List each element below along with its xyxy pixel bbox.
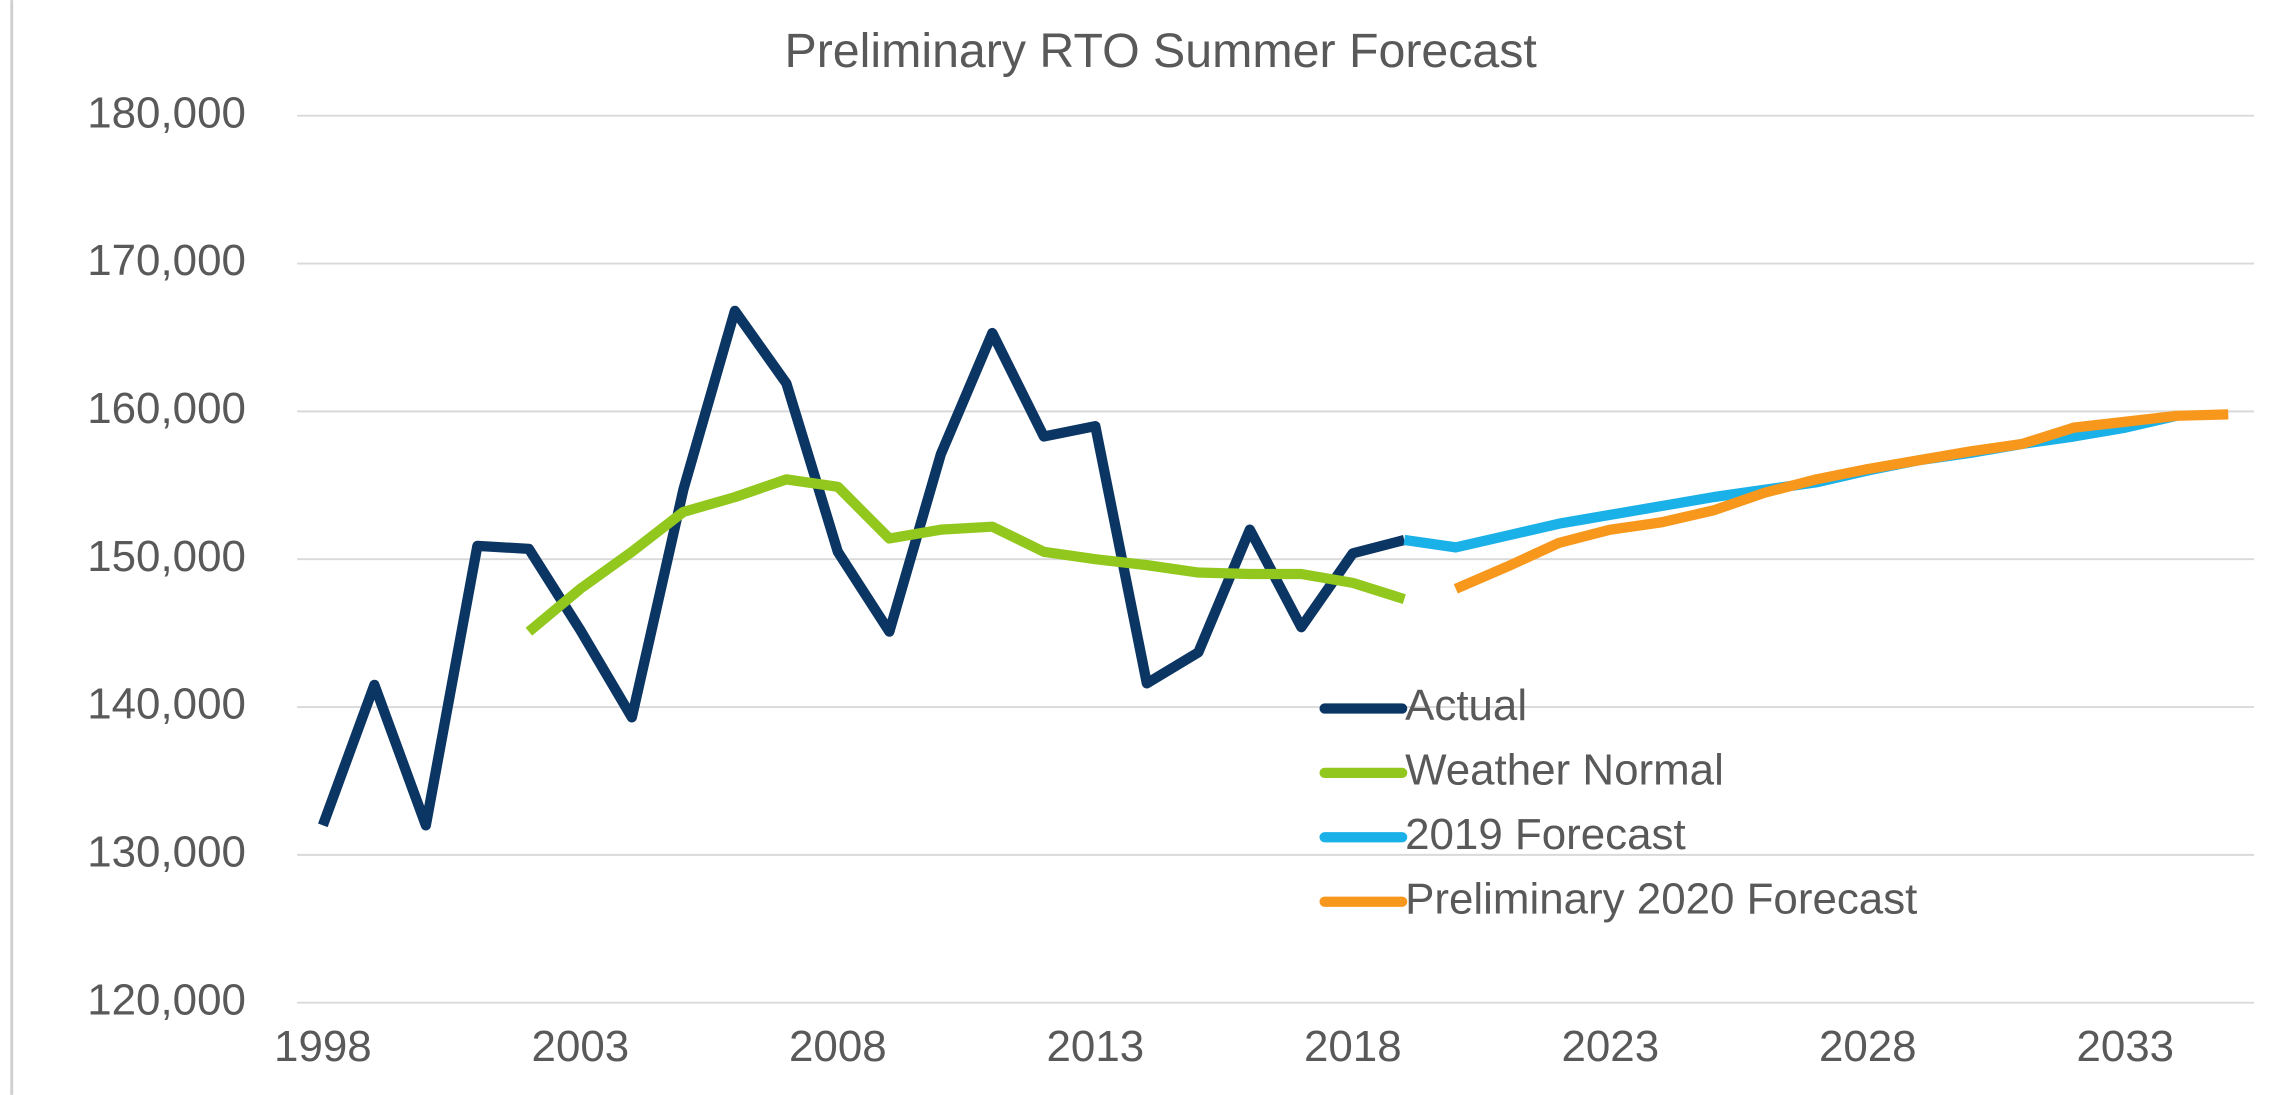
x-tick-label: 2028	[1819, 1022, 1917, 1071]
x-tick-label: 2023	[1561, 1022, 1659, 1071]
series-line	[1453, 409, 2229, 594]
y-tick-label: 160,000	[87, 384, 246, 433]
legend-label: Weather Normal	[1405, 745, 1724, 794]
x-tick-label: 1998	[274, 1022, 372, 1071]
legend-label: 2019 Forecast	[1405, 810, 1686, 859]
series-line	[318, 305, 1406, 831]
legend-label: Actual	[1405, 681, 1527, 730]
y-tick-label: 140,000	[87, 680, 246, 729]
y-tick-label: 130,000	[87, 827, 246, 876]
x-tick-label: 2013	[1047, 1022, 1145, 1071]
y-tick-label: 150,000	[87, 532, 246, 581]
x-tick-label: 2033	[2076, 1022, 2174, 1071]
y-tick-label: 170,000	[87, 236, 246, 285]
legend-label: Preliminary 2020 Forecast	[1405, 874, 1917, 923]
x-tick-label: 2008	[789, 1022, 887, 1071]
y-tick-label: 180,000	[87, 88, 246, 137]
x-tick-label: 2018	[1304, 1022, 1402, 1071]
x-tick-label: 2003	[532, 1022, 630, 1071]
y-tick-label: 120,000	[87, 975, 246, 1024]
series-line	[525, 474, 1406, 636]
chart-title: Preliminary RTO Summer Forecast	[784, 24, 1537, 78]
